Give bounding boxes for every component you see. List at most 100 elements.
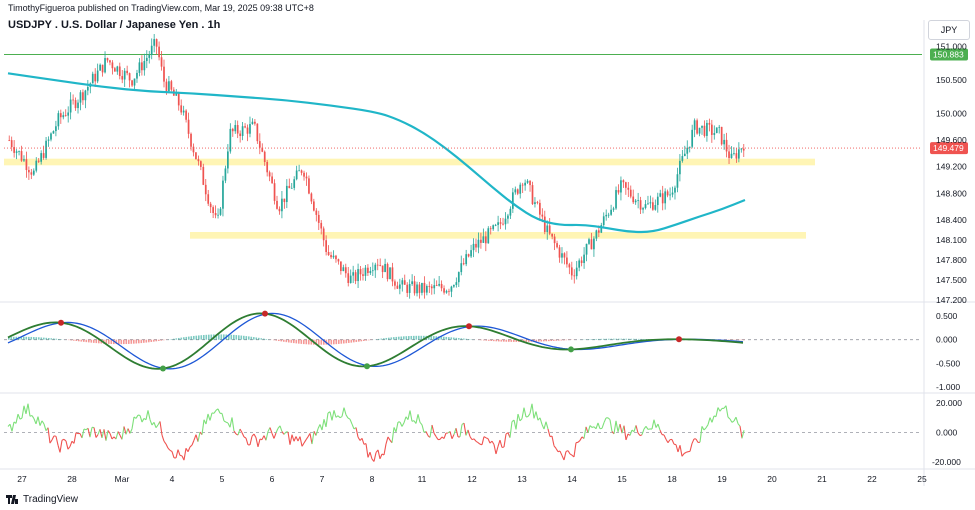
candle-body xyxy=(177,93,180,106)
candle xyxy=(104,51,106,74)
oscillator-segment xyxy=(261,435,265,440)
candle xyxy=(86,79,89,96)
oscillator-segment xyxy=(43,423,47,431)
tradingview-footer[interactable]: TradingView xyxy=(6,494,78,505)
candle xyxy=(428,281,431,294)
oscillator-segment xyxy=(509,421,513,438)
candle-body xyxy=(25,159,28,171)
macd-histogram-bar xyxy=(73,339,75,341)
ma-line xyxy=(7,72,746,234)
time-tick-label: 20 xyxy=(767,474,777,484)
macd-histogram-bar xyxy=(403,336,405,340)
oscillator-tick-label: -20.000 xyxy=(932,457,961,467)
candle xyxy=(153,34,156,53)
candle xyxy=(391,262,394,287)
candle xyxy=(219,207,222,216)
candle-body xyxy=(524,182,526,186)
oscillator-segment xyxy=(49,439,53,444)
macd-histogram-bar xyxy=(560,339,563,341)
candle xyxy=(615,186,617,210)
macd-histogram-bar xyxy=(250,336,253,340)
time-tick-label: 28 xyxy=(67,474,77,484)
oscillator-segment xyxy=(425,431,429,436)
candle-body xyxy=(342,267,345,272)
candle xyxy=(101,64,104,77)
oscillator-segment xyxy=(591,426,595,428)
candle-body xyxy=(55,126,57,132)
candle-body xyxy=(539,202,541,215)
candle-body xyxy=(249,124,251,134)
candle xyxy=(610,204,612,216)
macd-histogram-bar xyxy=(493,339,495,342)
oscillator-segment xyxy=(125,428,129,435)
macd-histogram-bar xyxy=(35,337,38,340)
time-tick-label: 15 xyxy=(617,474,627,484)
candle-body xyxy=(376,264,379,266)
macd-histogram-bar xyxy=(138,339,140,344)
oscillator-segment xyxy=(609,419,613,432)
macd-histogram-bar xyxy=(228,334,230,340)
candle-body xyxy=(362,274,364,276)
candle xyxy=(620,176,622,201)
candle xyxy=(652,197,654,211)
candle-body xyxy=(507,215,509,219)
candle xyxy=(679,154,681,182)
candle xyxy=(315,208,318,222)
candle-body xyxy=(543,216,546,233)
macd-histogram-bar xyxy=(335,339,338,345)
candle xyxy=(416,281,418,297)
oscillator-segment xyxy=(675,444,679,453)
candle xyxy=(624,181,627,195)
candle xyxy=(681,149,684,163)
candle xyxy=(128,72,131,88)
candle xyxy=(703,120,706,138)
oscillator-segment xyxy=(395,421,399,432)
oscillator-segment xyxy=(255,437,259,447)
oscillator-segment xyxy=(735,416,739,424)
candle xyxy=(715,127,718,134)
macd-histogram-bar xyxy=(450,337,453,340)
oscillator-segment xyxy=(741,430,745,439)
candle-body xyxy=(561,253,563,258)
macd-histogram-bar xyxy=(455,337,458,340)
candle-body xyxy=(82,92,84,101)
candle xyxy=(359,266,362,281)
candle xyxy=(438,275,441,287)
candle xyxy=(723,133,725,150)
oscillator-segment xyxy=(243,436,247,439)
macd-histogram-bar xyxy=(105,339,108,344)
macd-histogram-bar xyxy=(428,335,430,340)
price-tick-label: 147.800 xyxy=(936,255,967,265)
oscillator-segment xyxy=(637,432,641,436)
candle xyxy=(145,50,148,69)
macd-histogram-bar xyxy=(200,335,203,340)
support-resistance-zones xyxy=(4,158,815,239)
oscillator-segment xyxy=(59,440,63,453)
candle-body xyxy=(222,180,224,209)
candle-body xyxy=(620,180,622,193)
macd-histogram-bar xyxy=(155,339,158,342)
candle xyxy=(327,245,330,256)
oscillator-segment xyxy=(153,422,157,428)
candle xyxy=(521,182,524,194)
candle xyxy=(406,282,409,297)
macd-histogram-bar xyxy=(128,339,130,344)
candle-body xyxy=(421,282,423,293)
currency-badge[interactable]: JPY xyxy=(928,20,970,40)
macd-histogram-bar xyxy=(465,338,468,340)
candle-body xyxy=(465,254,468,265)
macd-histogram-bar xyxy=(53,338,55,340)
candle-body xyxy=(42,153,45,158)
candle xyxy=(47,136,50,147)
oscillator-segment xyxy=(321,419,325,431)
macd-histogram-bar xyxy=(143,339,145,343)
macd-histogram-bar xyxy=(20,336,23,340)
oscillator-segment xyxy=(41,420,45,425)
candle-body xyxy=(602,216,605,226)
macd-histogram-bar xyxy=(508,339,510,342)
candle xyxy=(249,116,251,138)
candle-body xyxy=(696,120,698,134)
candle-body xyxy=(72,99,74,101)
oscillator-segment xyxy=(275,428,279,434)
